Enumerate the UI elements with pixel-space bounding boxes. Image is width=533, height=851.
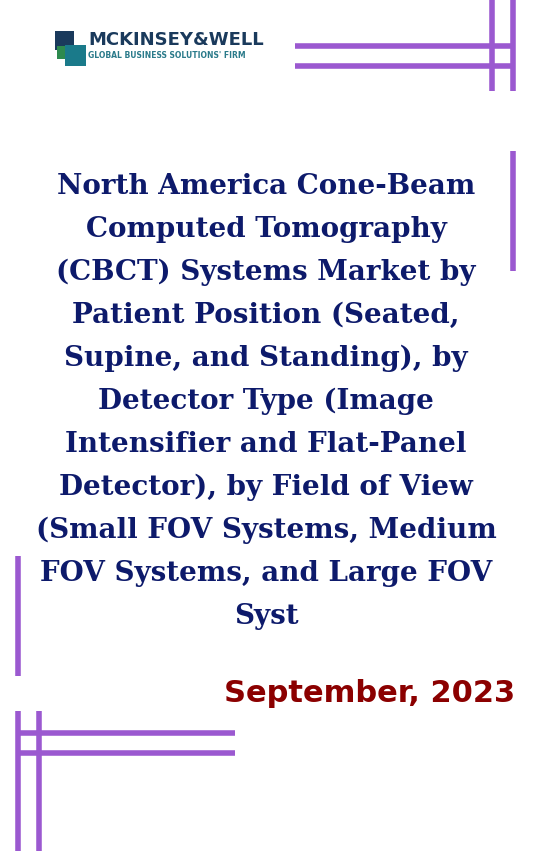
- Text: Supine, and Standing), by: Supine, and Standing), by: [64, 345, 468, 373]
- Text: (Small FOV Systems, Medium: (Small FOV Systems, Medium: [36, 517, 496, 545]
- Text: September, 2023: September, 2023: [224, 678, 515, 707]
- Text: Intensifier and Flat-Panel: Intensifier and Flat-Panel: [65, 431, 467, 458]
- Text: Detector), by Field of View: Detector), by Field of View: [59, 474, 473, 501]
- Text: FOV Systems, and Large FOV: FOV Systems, and Large FOV: [40, 560, 492, 587]
- Text: North America Cone-Beam: North America Cone-Beam: [57, 173, 475, 200]
- Bar: [65, 45, 86, 66]
- Text: (CBCT) Systems Market by: (CBCT) Systems Market by: [56, 259, 476, 286]
- Bar: [57, 46, 70, 59]
- Text: MCKINSEY&WELL: MCKINSEY&WELL: [88, 31, 264, 49]
- Text: Syst: Syst: [233, 603, 298, 630]
- Text: GLOBAL BUSINESS SOLUTIONS' FIRM: GLOBAL BUSINESS SOLUTIONS' FIRM: [88, 50, 246, 60]
- Bar: [55, 31, 74, 50]
- Text: Detector Type (Image: Detector Type (Image: [98, 388, 434, 415]
- Text: Computed Tomography: Computed Tomography: [86, 216, 447, 243]
- Text: Patient Position (Seated,: Patient Position (Seated,: [72, 302, 460, 329]
